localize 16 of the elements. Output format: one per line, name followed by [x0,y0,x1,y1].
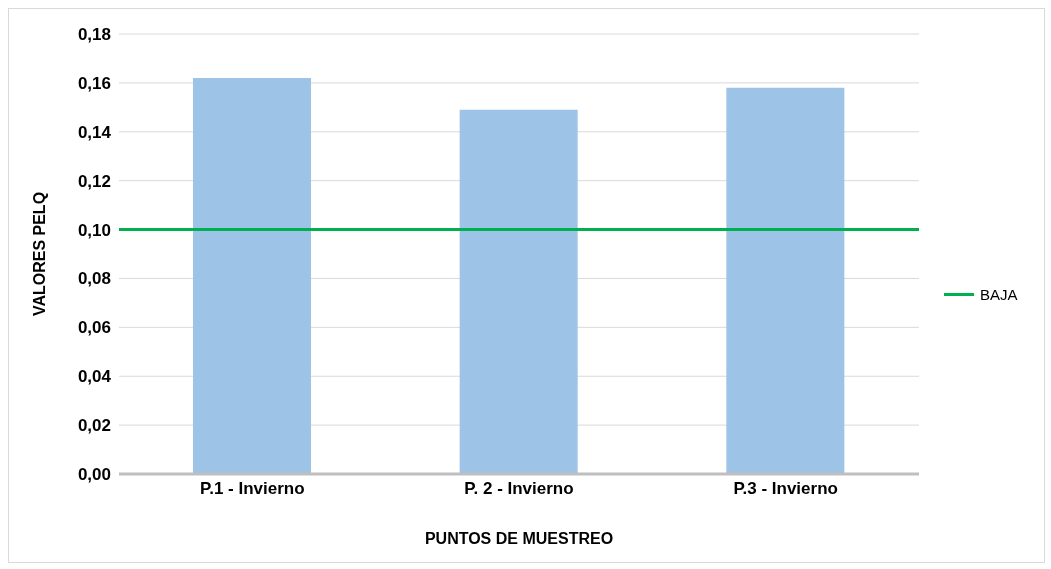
y-tick-label: 0,12 [77,171,111,191]
x-tick-label: P.3 - Invierno [733,479,838,499]
y-tick-label: 0,16 [77,73,111,93]
y-tick-label: 0,00 [77,465,111,485]
y-tick-label: 0,02 [77,416,111,436]
y-tick-label: 0,18 [77,25,111,45]
x-axis-title: PUNTOS DE MUESTREO [424,530,614,547]
y-axis-title: VALORES PELQ [30,191,48,317]
y-tick-label: 0,10 [77,220,111,240]
y-tick-label: 0,08 [77,269,111,289]
legend-label: BAJA [980,286,1018,303]
y-tick-label: 0,14 [77,122,112,142]
x-tick-label: P. 2 - Invierno [464,479,574,499]
y-tick-label: 0,06 [77,318,111,338]
x-tick-label: P.1 - Invierno [200,479,305,499]
y-tick-label: 0,04 [77,367,112,387]
